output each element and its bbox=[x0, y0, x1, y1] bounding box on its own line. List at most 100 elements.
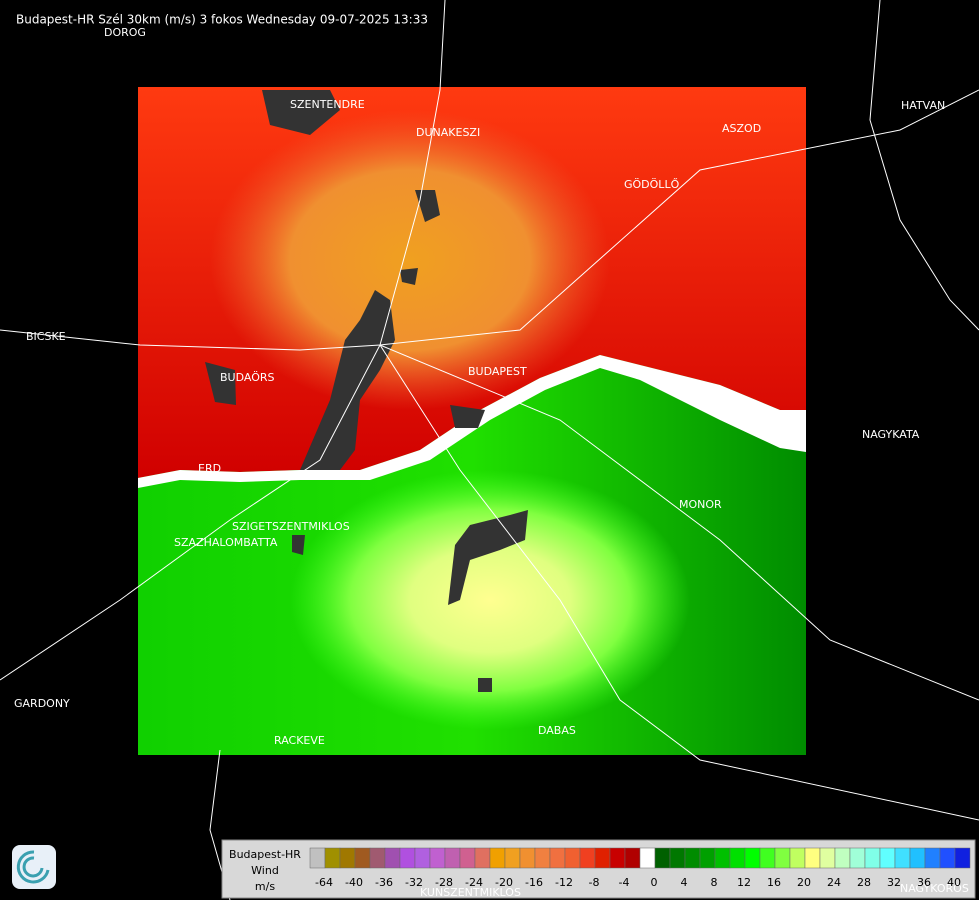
legend-swatch bbox=[369, 847, 386, 869]
legend-swatch bbox=[384, 847, 401, 869]
legend-swatch bbox=[429, 847, 446, 869]
road bbox=[379, 344, 979, 821]
legend-tick-label: 12 bbox=[737, 876, 751, 889]
legend-swatch bbox=[834, 847, 851, 869]
legend-swatch bbox=[714, 847, 731, 869]
legend-tick-label: -36 bbox=[375, 876, 393, 889]
legend-swatch bbox=[594, 847, 611, 869]
legend-tick-label: -8 bbox=[589, 876, 600, 889]
road bbox=[869, 0, 979, 331]
legend-swatch bbox=[564, 847, 581, 869]
place-label: DOROG bbox=[104, 26, 146, 39]
legend-tick-label: -40 bbox=[345, 876, 363, 889]
title: Budapest-HR Szél 30km (m/s) 3 fokos Wedn… bbox=[16, 13, 428, 27]
legend-swatch bbox=[624, 847, 641, 869]
legend-swatch bbox=[849, 847, 866, 869]
legend-swatch bbox=[489, 847, 506, 869]
road bbox=[379, 0, 446, 346]
legend-swatch bbox=[924, 847, 941, 869]
legend-tick-label: -20 bbox=[495, 876, 513, 889]
road bbox=[0, 344, 381, 681]
legend-swatch bbox=[774, 847, 791, 869]
road bbox=[0, 89, 979, 351]
legend-tick-label: 32 bbox=[887, 876, 901, 889]
place-label: DABAS bbox=[538, 724, 576, 737]
orange-area bbox=[210, 110, 610, 410]
place-label: RACKEVE bbox=[274, 734, 325, 747]
legend-swatch bbox=[504, 847, 521, 869]
legend-tick-label: 40 bbox=[947, 876, 961, 889]
place-label: GÖDÖLLŐ bbox=[624, 177, 680, 191]
place-label: NAGYKATA bbox=[862, 428, 920, 441]
legend-swatch bbox=[954, 847, 971, 869]
legend-swatch bbox=[909, 847, 926, 869]
legend-tick-label: 16 bbox=[767, 876, 781, 889]
legend-swatch bbox=[519, 847, 536, 869]
legend-tick-label: -32 bbox=[405, 876, 423, 889]
legend-swatch bbox=[894, 847, 911, 869]
yellow-area bbox=[290, 470, 690, 730]
place-label: NAGYKOROS bbox=[900, 882, 969, 895]
legend-swatch bbox=[444, 847, 461, 869]
legend-tick-label: 0 bbox=[651, 876, 658, 889]
logo-swirl bbox=[16, 850, 50, 884]
place-label: DUNAKESZI bbox=[416, 126, 480, 139]
legend-swatch bbox=[759, 847, 776, 869]
legend-swatch bbox=[414, 847, 431, 869]
radar-field bbox=[138, 87, 806, 755]
place-label: HATVAN bbox=[901, 99, 945, 112]
legend-tick-label: 4 bbox=[681, 876, 688, 889]
clutter bbox=[262, 90, 340, 135]
legend-unit: m/s bbox=[255, 880, 275, 893]
place-label: ASZOD bbox=[722, 122, 761, 135]
place-label: SZENTENDRE bbox=[290, 98, 365, 111]
legend-swatch bbox=[789, 847, 806, 869]
legend-tick-label: 24 bbox=[827, 876, 841, 889]
legend-swatch bbox=[609, 847, 626, 869]
legend-swatch bbox=[744, 847, 761, 869]
legend-swatch bbox=[339, 847, 356, 869]
legend-swatch bbox=[684, 847, 701, 869]
place-label: ERD bbox=[198, 462, 221, 475]
legend-swatch bbox=[399, 847, 416, 869]
place-label: MONOR bbox=[679, 498, 722, 511]
legend-tick-label: -24 bbox=[465, 876, 483, 889]
legend-quantity: Wind bbox=[251, 864, 279, 877]
legend-tick-label: -16 bbox=[525, 876, 543, 889]
place-labels: DOROG SZENTENDRE DUNAKESZI ASZOD HATVAN GÖDÖL… bbox=[14, 26, 969, 899]
legend-swatch bbox=[804, 847, 821, 869]
legend-swatch bbox=[324, 847, 341, 869]
place-label: KUNSZENTMIKLOS bbox=[420, 886, 521, 899]
logo bbox=[12, 845, 56, 889]
legend-swatch bbox=[864, 847, 881, 869]
clutter bbox=[300, 290, 395, 470]
legend-tick-label: 20 bbox=[797, 876, 811, 889]
legend-swatch bbox=[699, 847, 716, 869]
place-label: BICSKE bbox=[26, 330, 66, 343]
legend-tick-label: 8 bbox=[711, 876, 718, 889]
legend-tick-label: 28 bbox=[857, 876, 871, 889]
place-label: BUDAPEST bbox=[468, 365, 527, 378]
legend-swatch bbox=[819, 847, 836, 869]
legend-swatch bbox=[309, 847, 326, 869]
legend-swatch bbox=[939, 847, 956, 869]
legend-swatch bbox=[474, 847, 491, 869]
road bbox=[379, 344, 979, 701]
legend-tick-label: -64 bbox=[315, 876, 333, 889]
legend-tick-label: 36 bbox=[917, 876, 931, 889]
place-label: SZAZHALOMBATTA bbox=[174, 536, 278, 549]
legend-tick-label: -12 bbox=[555, 876, 573, 889]
legend-swatch bbox=[669, 847, 686, 869]
place-label: GARDONY bbox=[14, 697, 70, 710]
legend-swatch bbox=[654, 847, 671, 869]
legend-swatch bbox=[354, 847, 371, 869]
legend-swatch bbox=[729, 847, 746, 869]
place-label: SZIGETSZENTMIKLOS bbox=[232, 520, 350, 533]
legend-swatch bbox=[639, 847, 656, 869]
legend-tick-label: -28 bbox=[435, 876, 453, 889]
clutter bbox=[448, 510, 528, 605]
place-label: BUDAÖRS bbox=[220, 371, 275, 384]
legend-tick-label: -4 bbox=[619, 876, 630, 889]
